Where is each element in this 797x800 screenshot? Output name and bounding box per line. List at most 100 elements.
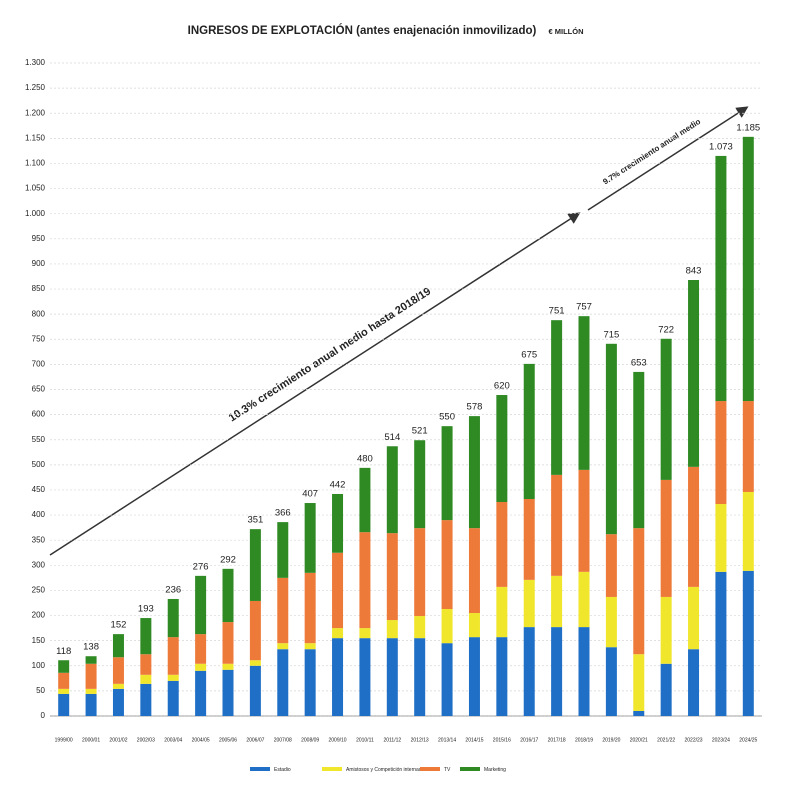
bar-segment	[688, 466, 700, 587]
bar-segment	[441, 426, 453, 521]
bar-segment	[688, 649, 700, 716]
bar-segment	[578, 627, 590, 716]
legend-label: Estadio	[274, 767, 291, 773]
bar-segment	[468, 637, 480, 716]
bar-segment	[222, 622, 234, 664]
bar-segment	[112, 683, 124, 689]
bar-segment	[742, 401, 754, 492]
total-label: 1.185	[736, 122, 760, 133]
bar-segment	[85, 693, 97, 716]
bar-segment	[551, 627, 563, 716]
bar-segment	[660, 479, 672, 597]
bar-segment	[140, 683, 152, 716]
bar-segment	[58, 693, 70, 716]
bar-segment	[496, 395, 508, 503]
x-tick-label: 2023/24	[712, 737, 730, 743]
bar-segment	[688, 279, 700, 467]
bar-segment	[85, 663, 97, 689]
bar-segment	[715, 504, 727, 572]
bar-segment	[414, 638, 426, 716]
bar-segment	[277, 643, 289, 650]
bar-segment	[140, 674, 152, 684]
bar-segment	[742, 491, 754, 571]
bar-segment	[58, 660, 70, 673]
bar-segment	[167, 680, 179, 716]
bar-segment	[468, 613, 480, 638]
x-tick-label: 2013/14	[438, 737, 456, 743]
bar-segment	[195, 634, 207, 664]
bar-segment	[249, 660, 261, 666]
y-tick-label: 50	[36, 686, 45, 695]
bar-segment	[742, 136, 754, 402]
total-label: 193	[138, 604, 154, 615]
y-tick-label: 700	[32, 359, 46, 368]
bar-segment	[688, 586, 700, 650]
x-tick-label: 2005/06	[219, 737, 237, 743]
bar-segment	[249, 665, 261, 716]
x-tick-label: 2001/02	[109, 737, 127, 743]
y-tick-label: 550	[32, 435, 46, 444]
total-label: 1.073	[709, 141, 733, 152]
x-tick-label: 2007/08	[274, 737, 292, 743]
y-tick-label: 1.050	[25, 184, 46, 193]
bar-segment	[605, 343, 617, 535]
bar-segment	[386, 533, 398, 621]
bar-segment	[551, 575, 563, 628]
y-tick-label: 400	[32, 510, 46, 519]
y-tick-label: 1.250	[25, 83, 46, 92]
x-tick-label: 2002/03	[137, 737, 155, 743]
bar-segment	[304, 643, 316, 650]
bar-segment	[359, 467, 371, 533]
total-label: 715	[603, 329, 619, 340]
x-tick-label: 2010/11	[356, 737, 374, 743]
bar-segment	[660, 338, 672, 480]
x-tick-label: 2015/16	[493, 737, 511, 743]
total-label: 276	[193, 561, 209, 572]
total-label: 722	[658, 324, 674, 335]
x-tick-label: 2006/07	[246, 737, 264, 743]
bar-segment	[633, 371, 645, 529]
bar-segment	[441, 520, 453, 610]
bar-segment	[140, 654, 152, 675]
bar-segment	[277, 522, 289, 578]
legend-swatch	[460, 767, 480, 771]
annotation: 9.7% crecimiento anual medio	[601, 117, 702, 187]
chart-title: INGRESOS DE EXPLOTACIÓN (antes enajenaci…	[188, 24, 537, 37]
bar-segment	[715, 155, 727, 402]
chart-subtitle: € MILLÓN	[549, 27, 584, 36]
x-tick-label: 2022/23	[684, 737, 702, 743]
bar-segment	[386, 620, 398, 639]
total-label: 118	[56, 646, 71, 657]
bar-segment	[414, 528, 426, 617]
bar-segment	[496, 502, 508, 587]
total-label: 521	[412, 426, 428, 437]
bar-segment	[332, 628, 344, 639]
bar-segment	[359, 628, 371, 639]
total-label: 236	[165, 584, 181, 595]
y-tick-label: 1.200	[25, 108, 46, 117]
annotation: 10.3% crecimiento anual medio hasta 2018…	[227, 285, 433, 424]
total-label: 152	[111, 620, 127, 631]
bar-segment	[523, 579, 535, 628]
bar-segment	[304, 649, 316, 716]
bar-segment	[523, 499, 535, 580]
bar-segment	[167, 598, 179, 638]
y-tick-label: 750	[32, 334, 46, 343]
bar-segment	[551, 474, 563, 576]
total-label: 578	[467, 402, 483, 413]
x-tick-label: 2003/04	[164, 737, 182, 743]
total-label: 366	[275, 508, 291, 519]
y-tick-label: 600	[32, 410, 46, 419]
legend-swatch	[250, 767, 270, 771]
x-tick-label: 2024/25	[739, 737, 757, 743]
y-tick-label: 450	[32, 485, 46, 494]
x-tick-label: 2012/13	[411, 737, 429, 743]
bar-segment	[359, 532, 371, 629]
x-tick-label: 2011/12	[383, 737, 401, 743]
y-tick-label: 650	[32, 385, 46, 394]
total-label: 620	[494, 381, 510, 392]
bar-segment	[222, 669, 234, 716]
legend-swatch	[322, 767, 342, 771]
bar-segment	[605, 596, 617, 648]
bar-segment	[386, 638, 398, 716]
